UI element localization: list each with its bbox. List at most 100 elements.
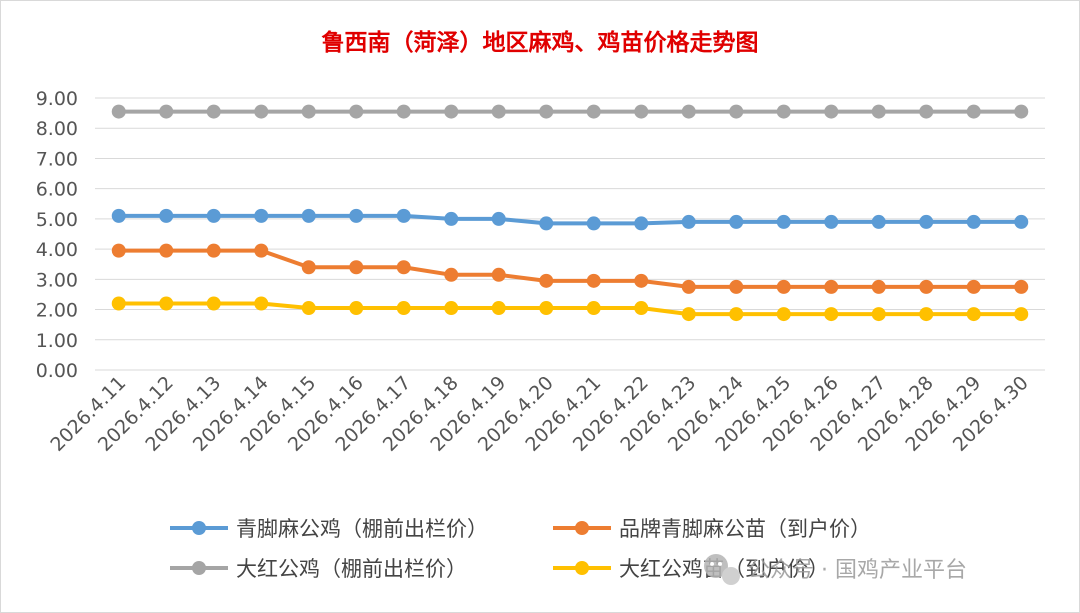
y-tick-label: 7.00	[36, 148, 78, 170]
data-point	[491, 267, 506, 282]
data-point	[919, 307, 934, 322]
watermark-text: 公众号 · 国鸡产业平台	[748, 558, 967, 583]
data-point	[349, 260, 364, 275]
data-point	[634, 273, 649, 288]
data-point	[919, 104, 934, 119]
data-point	[301, 104, 316, 119]
data-point	[159, 104, 174, 119]
wechat-icon	[704, 554, 740, 585]
data-point	[539, 216, 554, 231]
data-point	[206, 296, 221, 311]
data-point	[491, 301, 506, 316]
data-point	[444, 104, 459, 119]
data-point	[111, 243, 126, 258]
data-point	[254, 243, 269, 258]
data-point	[444, 267, 459, 282]
data-point	[444, 211, 459, 226]
legend-item: 青脚麻公鸡（棚前出栏价）	[170, 517, 488, 541]
y-tick-label: 1.00	[36, 330, 78, 352]
data-point	[681, 214, 696, 229]
series-1	[111, 208, 1029, 231]
y-axis-ticks: 0.00 1.00 2.00 3.00 4.00 5.00 6.00 7.00 8.00 9.00	[36, 88, 78, 382]
data-point	[254, 208, 269, 223]
data-point	[966, 214, 981, 229]
y-tick-label: 4.00	[36, 239, 78, 261]
data-point	[254, 296, 269, 311]
series-2	[111, 243, 1029, 294]
y-tick-label: 8.00	[36, 118, 78, 140]
data-point	[396, 260, 411, 275]
data-point	[776, 214, 791, 229]
data-point	[681, 104, 696, 119]
legend-swatch-marker	[575, 521, 589, 535]
data-point	[634, 216, 649, 231]
data-point	[871, 214, 886, 229]
series-line	[118, 248, 1022, 289]
data-point	[586, 301, 601, 316]
series-line	[118, 301, 1022, 317]
data-point	[491, 211, 506, 226]
data-point	[824, 214, 839, 229]
data-point	[1014, 104, 1029, 119]
y-tick-label: 3.00	[36, 269, 78, 291]
data-point	[871, 104, 886, 119]
data-point	[824, 104, 839, 119]
data-point	[681, 307, 696, 322]
data-point	[206, 243, 221, 258]
legend-item: 品牌青脚麻公苗（到户价）	[553, 517, 871, 541]
data-point	[396, 104, 411, 119]
y-tick-label: 6.00	[36, 179, 78, 201]
data-point	[254, 104, 269, 119]
y-tick-label: 5.00	[36, 209, 78, 231]
data-point	[729, 307, 744, 322]
data-point	[206, 104, 221, 119]
data-point	[1014, 307, 1029, 322]
data-point	[349, 104, 364, 119]
data-point	[729, 104, 744, 119]
data-point	[539, 273, 554, 288]
legend-label: 品牌青脚麻公苗（到户价）	[619, 517, 871, 541]
data-point	[776, 279, 791, 294]
data-point	[301, 301, 316, 316]
data-point	[966, 307, 981, 322]
data-point	[634, 301, 649, 316]
legend-label: 青脚麻公鸡（棚前出栏价）	[236, 517, 488, 541]
data-point	[159, 296, 174, 311]
chart-title: 鲁西南（菏泽）地区麻鸡、鸡苗价格走势图	[321, 29, 759, 56]
data-point	[111, 208, 126, 223]
legend-swatch-marker	[192, 521, 206, 535]
data-point	[111, 296, 126, 311]
data-point	[301, 208, 316, 223]
data-point	[159, 243, 174, 258]
series-line	[118, 213, 1022, 226]
data-point	[729, 214, 744, 229]
data-point	[966, 104, 981, 119]
data-point	[396, 301, 411, 316]
data-point	[349, 208, 364, 223]
data-point	[966, 279, 981, 294]
y-tick-label: 2.00	[36, 300, 78, 322]
legend-label: 大红公鸡（棚前出栏价）	[236, 557, 467, 581]
data-point	[871, 307, 886, 322]
y-tick-label: 0.00	[36, 360, 78, 382]
data-point	[111, 104, 126, 119]
data-point	[349, 301, 364, 316]
legend-swatch-marker	[575, 561, 589, 575]
data-point	[634, 104, 649, 119]
data-point	[919, 214, 934, 229]
series-3	[111, 104, 1029, 119]
data-point	[586, 104, 601, 119]
data-point	[871, 279, 886, 294]
data-point	[776, 307, 791, 322]
data-point	[444, 301, 459, 316]
gridlines	[95, 97, 1045, 371]
data-point	[776, 104, 791, 119]
data-point	[681, 279, 696, 294]
data-point	[729, 279, 744, 294]
data-point	[539, 301, 554, 316]
legend-swatch-marker	[192, 561, 206, 575]
data-point	[396, 208, 411, 223]
data-point	[301, 260, 316, 275]
